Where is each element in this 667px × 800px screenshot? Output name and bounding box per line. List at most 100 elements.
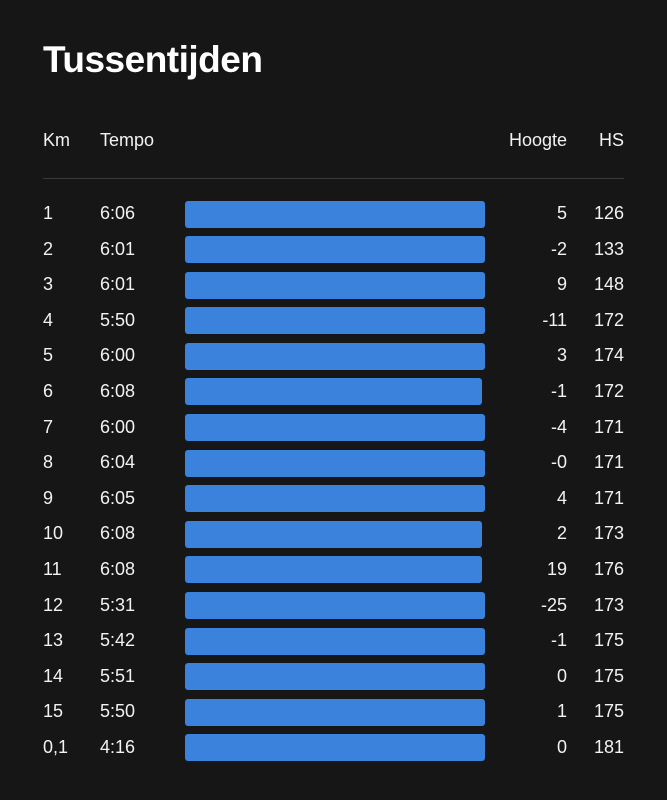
split-tempo: 5:42	[100, 630, 136, 651]
split-tempo: 6:05	[100, 487, 136, 508]
split-km: 8	[43, 452, 54, 473]
split-hoogte: 4	[556, 487, 567, 508]
split-hoogte: 2	[556, 523, 567, 544]
split-row: 8 6:04 -0 171	[0, 445, 667, 481]
split-tempo: 4:16	[100, 736, 136, 757]
splits-list: 1 6:06 5 126 2 6:01 -2 133 3 6:01 9 148 4 5:50 -11 172 5…	[0, 196, 667, 766]
split-tempo: 6:08	[100, 380, 136, 401]
split-tempo: 6:06	[100, 203, 136, 223]
split-tempo: 6:04	[100, 452, 136, 473]
pace-bar	[185, 627, 485, 655]
split-row: 0,1 4:16 0 181	[0, 730, 667, 766]
split-tempo: 6:00	[100, 416, 136, 437]
split-hoogte: -1	[550, 630, 567, 651]
split-km: 7	[43, 416, 54, 437]
split-km: 0,1	[43, 736, 69, 757]
split-tempo: 6:01	[100, 238, 136, 259]
split-km: 2	[43, 238, 54, 259]
split-hoogte: -0	[550, 452, 567, 473]
split-hs: 175	[593, 701, 624, 722]
split-tempo: 5:31	[100, 594, 136, 615]
split-row: 2 6:01 -2 133	[0, 232, 667, 268]
split-tempo: 6:01	[100, 274, 136, 295]
split-row: 10 6:08 2 173	[0, 516, 667, 552]
pace-bar	[185, 592, 485, 620]
split-row: 3 6:01 9 148	[0, 267, 667, 303]
split-km: 10	[43, 523, 64, 544]
split-tempo: 5:51	[100, 665, 136, 686]
split-hoogte: 0	[556, 736, 567, 757]
split-km: 11	[43, 558, 62, 579]
split-tempo: 5:50	[100, 309, 136, 330]
split-km: 14	[43, 665, 64, 686]
split-hs: 175	[593, 630, 624, 651]
pace-bar	[185, 307, 485, 335]
split-km: 12	[43, 594, 64, 615]
split-row: 1 6:06 5 126	[0, 196, 667, 232]
pace-bar	[185, 449, 485, 477]
split-hs: 181	[593, 736, 624, 757]
pace-bar	[185, 342, 485, 370]
header-divider	[43, 178, 624, 179]
split-hs: 173	[593, 523, 624, 544]
split-km: 13	[43, 630, 64, 651]
split-row: 12 5:31 -25 173	[0, 588, 667, 624]
split-km: 5	[43, 345, 54, 366]
split-hoogte: 19	[546, 558, 567, 579]
split-row: 6 6:08 -1 172	[0, 374, 667, 410]
split-hs: 171	[593, 452, 624, 473]
split-hs: 171	[593, 416, 624, 437]
split-hs: 171	[593, 487, 624, 508]
pace-bar	[185, 698, 485, 726]
split-hs: 175	[593, 665, 624, 686]
pace-bar	[185, 236, 485, 264]
split-row: 7 6:00 -4 171	[0, 410, 667, 446]
pace-bar	[185, 485, 485, 513]
split-hs: 173	[593, 594, 624, 615]
column-header-tempo: Tempo	[100, 130, 155, 150]
pace-bar	[185, 663, 485, 691]
column-header-km: Km	[43, 130, 70, 150]
split-hoogte: -25	[540, 594, 567, 615]
pace-bar	[185, 520, 482, 548]
split-tempo: 6:08	[100, 523, 136, 544]
split-km: 1	[43, 203, 54, 223]
table-header: Km Tempo Hoogte HS	[0, 130, 667, 154]
column-header-hs: HS	[598, 130, 624, 150]
split-row: 11 6:08 19 176	[0, 552, 667, 588]
split-hs: 148	[593, 274, 624, 295]
column-header-hoogte: Hoogte	[508, 130, 567, 150]
split-hoogte: -2	[550, 238, 567, 259]
split-hoogte: 9	[556, 274, 567, 295]
pace-bar	[185, 414, 485, 442]
split-hoogte: -11	[542, 309, 567, 330]
split-km: 4	[43, 309, 54, 330]
split-tempo: 6:08	[100, 558, 136, 579]
split-tempo: 5:50	[100, 701, 136, 722]
split-row: 15 5:50 1 175	[0, 694, 667, 730]
split-row: 13 5:42 -1 175	[0, 623, 667, 659]
pace-bar	[185, 556, 482, 584]
split-hs: 172	[593, 309, 624, 330]
split-hs: 126	[593, 203, 624, 223]
split-km: 15	[43, 701, 64, 722]
pace-bar	[185, 734, 485, 762]
pace-bar	[185, 378, 482, 406]
split-hs: 176	[593, 558, 624, 579]
split-row: 4 5:50 -11 172	[0, 303, 667, 339]
split-km: 3	[43, 274, 54, 295]
page-title: Tussentijden	[43, 39, 263, 80]
split-hoogte: -1	[550, 380, 567, 401]
split-row: 14 5:51 0 175	[0, 659, 667, 695]
split-hoogte: 5	[556, 203, 567, 223]
split-hoogte: -4	[550, 416, 567, 437]
split-km: 6	[43, 380, 54, 401]
split-tempo: 6:00	[100, 345, 136, 366]
split-hs: 174	[593, 345, 624, 366]
split-km: 9	[43, 487, 54, 508]
pace-bar	[185, 200, 485, 228]
split-hoogte: 1	[556, 701, 567, 722]
split-row: 5 6:00 3 174	[0, 338, 667, 374]
pace-bar	[185, 271, 485, 299]
split-hs: 133	[593, 238, 624, 259]
